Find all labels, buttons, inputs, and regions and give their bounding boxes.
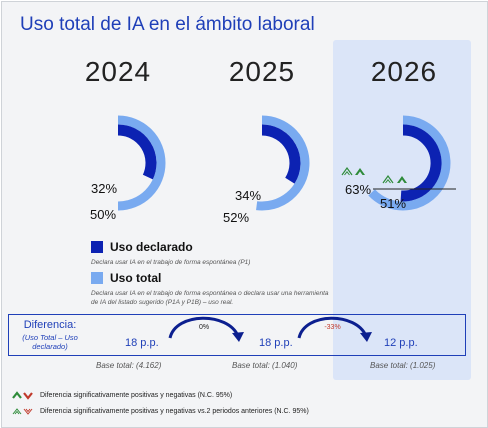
label-declared-2024: 32% — [91, 181, 117, 196]
donut-declared-arc-2025 — [261, 124, 301, 184]
legend-swatch-declared — [91, 241, 103, 253]
donut-declared-arc-2026 — [400, 124, 442, 202]
legend-declared-title: Uso declarado — [110, 240, 193, 254]
difference-sublabel: (Uso Total – Uso declarado) — [22, 333, 78, 351]
donut-total-arc-2024 — [117, 115, 166, 211]
significance-outline-up-icon-total-inner — [344, 170, 350, 176]
label-total-2025: 52% — [223, 210, 249, 225]
significance-outline-up-icon-declared-inner — [385, 178, 391, 184]
base-total-2024: Base total: (4.162) — [96, 361, 162, 370]
change-arrow-2025-2026-curve — [297, 316, 368, 339]
difference-box — [8, 314, 466, 356]
up-down-arrows-icon — [12, 391, 33, 400]
donut-total-arc-2025 — [256, 115, 310, 211]
base-total-2025: Base total: (1.040) — [232, 361, 298, 370]
change-arrow-2025-2026-label: -33% — [324, 324, 340, 331]
donut-declared-arc-2024 — [117, 124, 157, 180]
change-arrow-2024-2025-label: 0% — [199, 324, 209, 331]
difference-value-2026: 12 p.p. — [384, 337, 418, 349]
chart-title: Uso total de IA en el ámbito laboral — [20, 14, 315, 35]
base-total-2026: Base total: (1.025) — [370, 361, 436, 370]
year-label-2026: 2026 — [370, 56, 438, 87]
label-total-2026: 63% — [345, 182, 371, 197]
significance-outline-up-icon-declared — [382, 174, 394, 184]
difference-label: Diferencia: — [23, 319, 77, 331]
footnote-significance-periods: Diferencia significativamente positivas … — [40, 408, 309, 415]
donut-total-arc-2026 — [368, 115, 451, 211]
significance-up-icon-total — [355, 168, 365, 175]
label-total-2024: 50% — [90, 207, 116, 222]
change-arrow-2024-2025-curve — [168, 316, 240, 339]
label-declared-2026: 51% — [380, 196, 406, 211]
significance-outline-up-icon-total — [341, 166, 353, 176]
footnote-significance: Diferencia significativamente positivas … — [40, 392, 233, 399]
change-arrow-2025-2026-head — [360, 332, 372, 342]
difference-value-2024: 18 p.p. — [125, 337, 159, 349]
significance-up-icon-declared — [397, 176, 407, 183]
legend-swatch-total — [91, 272, 103, 284]
year-label-2024: 2024 — [84, 56, 152, 87]
difference-value-2025: 18 p.p. — [259, 337, 293, 349]
change-arrow-2024-2025-head — [232, 332, 244, 342]
legend-declared-desc: Declara usar IA en el trabajo de forma e… — [91, 259, 251, 266]
legend-total-desc: Declara usar IA en el trabajo de forma e… — [91, 290, 329, 306]
up-down-outline-arrows-icon — [12, 408, 33, 415]
legend-total-title: Uso total — [110, 271, 162, 285]
year-label-2025: 2025 — [228, 56, 296, 87]
label-declared-2025: 34% — [235, 188, 261, 203]
